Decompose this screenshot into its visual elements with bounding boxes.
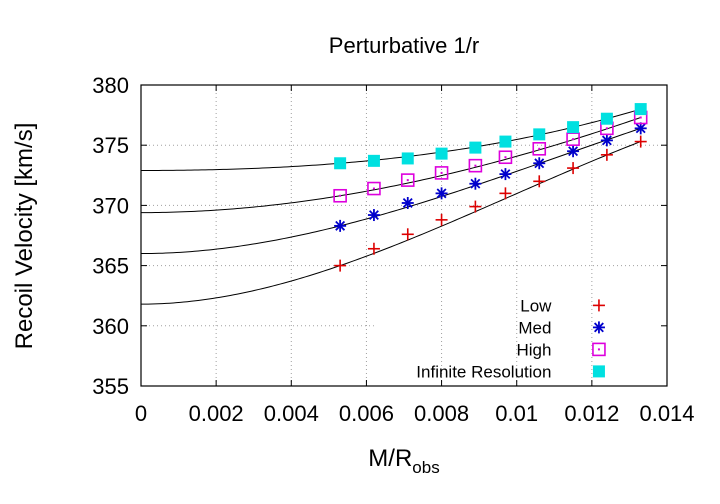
data-point [401, 228, 414, 241]
data-point [435, 187, 448, 200]
x-axis-label-main: M/R [368, 445, 412, 472]
fit-curve [141, 108, 641, 171]
data-point [469, 200, 482, 213]
data-point [600, 148, 613, 161]
y-axis-label: Recoil Velocity [km/s] [11, 123, 38, 350]
x-tick-label: 0.004 [264, 401, 319, 426]
data-point [367, 154, 380, 167]
data-point [367, 181, 381, 196]
y-tick-label: 380 [92, 73, 129, 98]
x-tick-label: 0.01 [495, 401, 538, 426]
x-axis-label: M/Robs [368, 445, 439, 477]
legend-marker [592, 299, 605, 312]
legend-marker [592, 342, 606, 357]
data-point [434, 166, 449, 180]
data-point [401, 196, 414, 209]
data-point [333, 188, 347, 203]
legend-marker [592, 321, 605, 334]
axis-ticks: 0 0.002 0.004 0.006 0.008 0.01 0.012 0.014 355 36… [92, 73, 694, 426]
legend-label: High [516, 340, 551, 359]
legend-marker [592, 365, 605, 378]
data-point [469, 177, 482, 190]
data-point [566, 132, 580, 146]
data-point [634, 122, 647, 135]
data-point [499, 187, 512, 200]
y-tick-label: 365 [92, 254, 129, 279]
legend-label: Infinite Resolution [416, 362, 551, 381]
y-tick-label: 375 [92, 133, 129, 158]
legend-label: Med [518, 318, 551, 337]
data-point [334, 157, 347, 170]
chart-title: Perturbative 1/r [329, 33, 479, 58]
y-tick-label: 355 [92, 374, 129, 399]
fit-curves [140, 108, 641, 305]
x-axis-label-subscript: obs [412, 458, 439, 477]
data-point [600, 134, 613, 147]
data-point [634, 103, 647, 116]
y-tick-label: 370 [92, 193, 129, 218]
data-point [499, 168, 512, 181]
data-point [533, 175, 546, 188]
plot-frame [140, 84, 668, 387]
y-tick-label: 360 [92, 314, 129, 339]
x-tick-label: 0.012 [564, 401, 619, 426]
data-point [400, 173, 415, 187]
fit-curve [141, 117, 641, 214]
data-point [498, 150, 513, 165]
data-point [367, 209, 380, 222]
data-point [367, 242, 380, 255]
data-point [533, 128, 546, 141]
data-point [435, 147, 448, 160]
x-tick-label: 0.014 [639, 401, 694, 426]
fit-curve [140, 127, 641, 255]
legend: Low Med High Infinite Resolution [416, 296, 606, 381]
data-point [334, 219, 347, 232]
data-point [401, 152, 414, 165]
data-point [334, 259, 347, 272]
data-point [468, 158, 483, 173]
data-point [499, 135, 512, 148]
data-points [333, 103, 648, 272]
fit-curve [140, 141, 641, 305]
data-point [634, 135, 647, 148]
x-tick-label: 0.002 [189, 401, 244, 426]
x-tick-label: 0.008 [414, 401, 469, 426]
data-point [469, 141, 482, 154]
legend-label: Low [520, 296, 552, 315]
grid [141, 85, 667, 386]
data-point [567, 145, 580, 158]
x-tick-label: 0.006 [339, 401, 394, 426]
data-point [567, 121, 580, 134]
data-point [567, 162, 580, 175]
data-point [435, 213, 448, 226]
x-tick-label: 0 [135, 401, 147, 426]
data-point [600, 112, 613, 125]
data-point [533, 157, 546, 170]
data-point [532, 142, 547, 156]
